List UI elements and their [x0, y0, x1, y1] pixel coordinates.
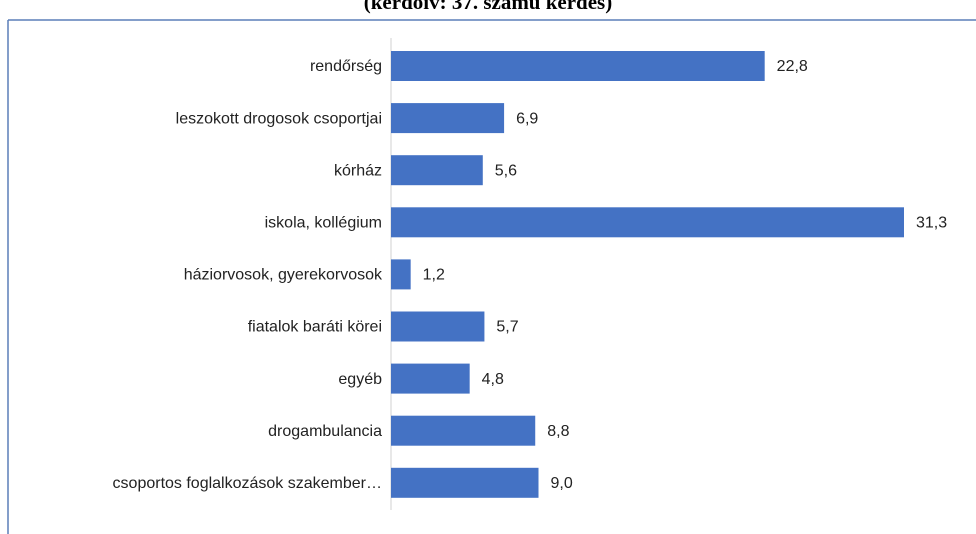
category-label: egyéb [338, 371, 382, 388]
bar [391, 103, 505, 134]
value-label: 4,8 [482, 371, 504, 388]
category-label: háziorvosok, gyerekorvosok [184, 267, 383, 284]
bar [391, 363, 470, 394]
bar [391, 311, 485, 342]
value-label: 6,9 [516, 110, 538, 127]
value-label: 9,0 [551, 475, 573, 492]
bar [391, 415, 536, 446]
category-label: rendőrség [310, 58, 382, 75]
bar [391, 259, 411, 290]
bar [391, 467, 539, 498]
bar [391, 155, 483, 186]
category-label: drogambulancia [268, 423, 382, 440]
bar [391, 207, 904, 238]
value-label: 22,8 [777, 58, 808, 75]
category-label: iskola, kollégium [265, 215, 382, 232]
bar [391, 51, 765, 81]
value-label: 8,8 [547, 423, 569, 440]
value-label: 5,7 [496, 319, 518, 336]
value-label: 31,3 [916, 215, 947, 232]
chart-title: (kérdőív: 37. számú kérdés) [364, 0, 612, 14]
category-label: kórház [334, 162, 382, 179]
category-label: csoportos foglalkozások szakember… [113, 475, 382, 492]
value-label: 5,6 [495, 162, 517, 179]
value-label: 1,2 [423, 267, 445, 284]
category-label: fiatalok baráti körei [248, 319, 382, 336]
category-label: leszokott drogosok csoportjai [176, 110, 382, 127]
